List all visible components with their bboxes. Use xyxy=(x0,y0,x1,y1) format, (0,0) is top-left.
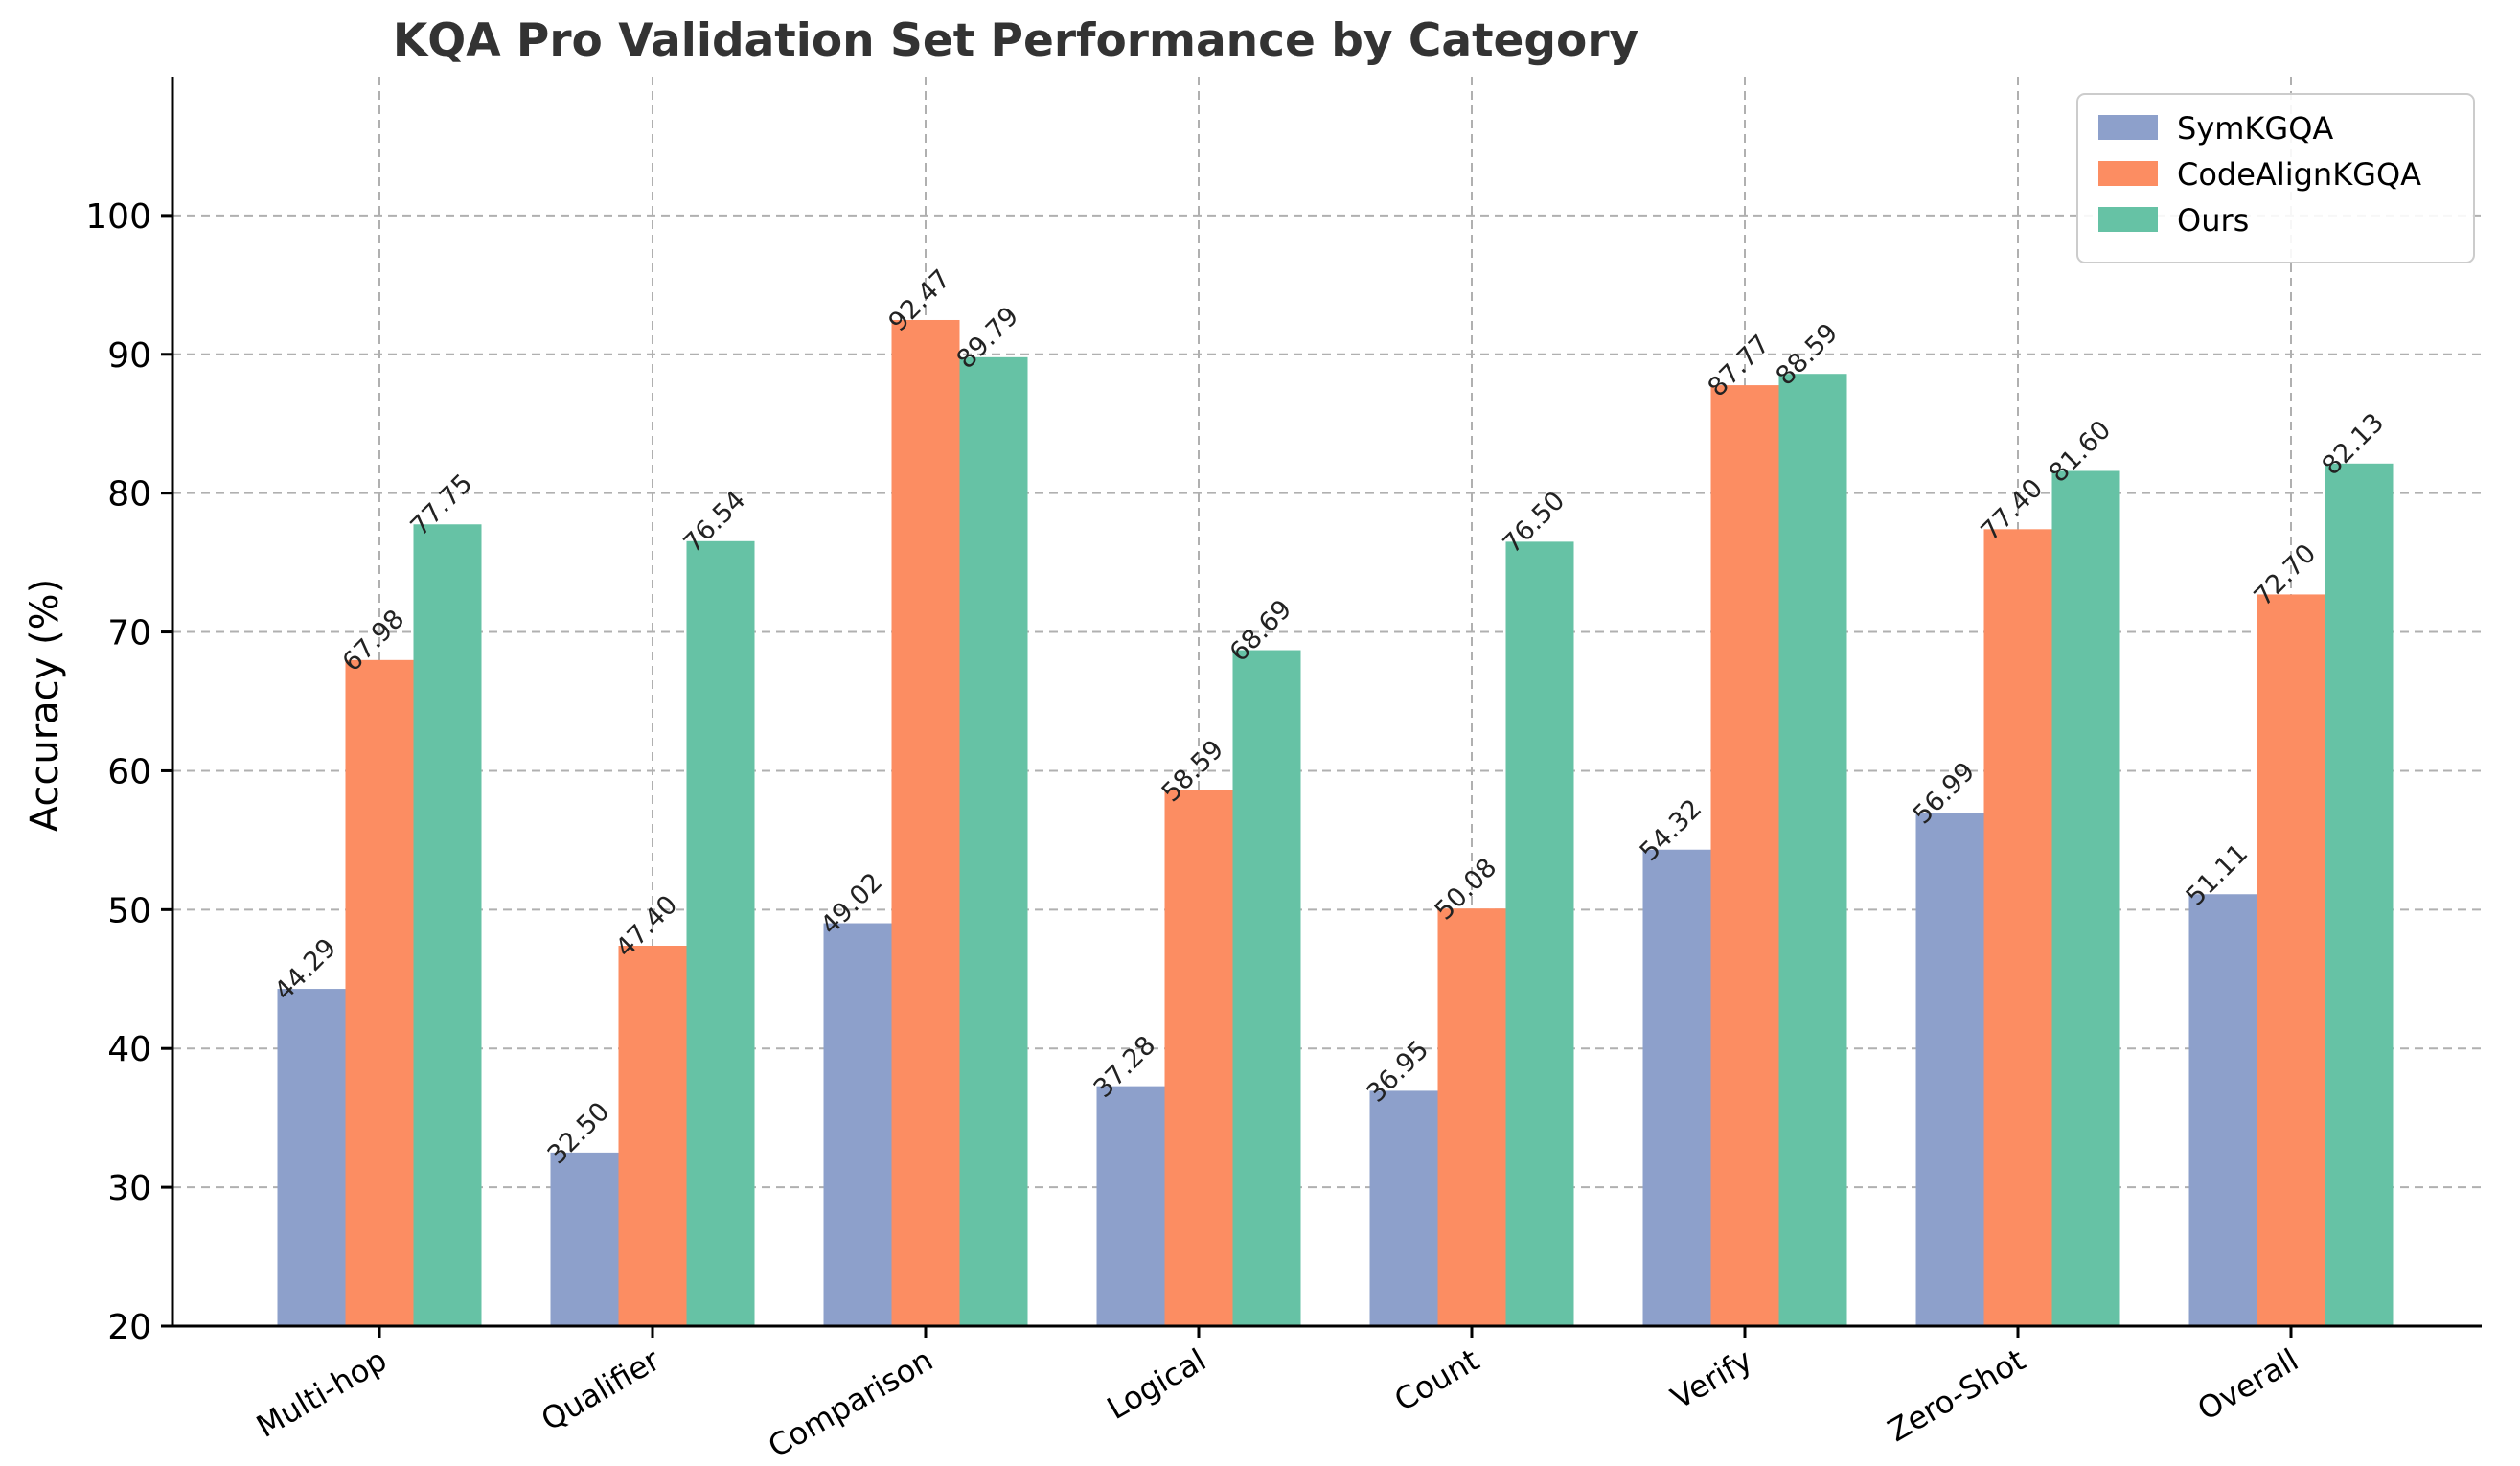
y-tick-label: 20 xyxy=(107,1308,151,1347)
legend-swatch xyxy=(2098,115,2158,140)
bar-symkgqa-qualifier xyxy=(550,1152,619,1326)
y-tick-label: 60 xyxy=(107,752,151,791)
legend-label: Ours xyxy=(2177,202,2249,239)
bar-codealignkgqa-multi-hop xyxy=(345,659,414,1326)
bar-codealignkgqa-comparison xyxy=(891,319,960,1326)
y-tick-label: 80 xyxy=(107,475,151,515)
x-tick-label: Count xyxy=(1388,1341,1485,1418)
bar-symkgqa-count xyxy=(1369,1090,1438,1326)
legend-label: SymKGQA xyxy=(2177,110,2333,147)
bar-codealignkgqa-verify xyxy=(1710,385,1779,1326)
bar-ours-qualifier xyxy=(686,540,755,1326)
bar-symkgqa-verify xyxy=(1642,849,1711,1326)
x-tick-label: Qualifier xyxy=(535,1341,666,1438)
x-tick-label: Verify xyxy=(1664,1341,1758,1416)
grid xyxy=(172,77,2482,1326)
y-tick-label: 30 xyxy=(107,1169,151,1208)
y-tick-label: 90 xyxy=(107,336,151,376)
legend-label: CodeAlignKGQA xyxy=(2177,156,2421,193)
bar-ours-logical xyxy=(1232,650,1301,1326)
bar-codealignkgqa-count xyxy=(1437,908,1506,1326)
bar-symkgqa-overall xyxy=(2188,894,2257,1326)
bar-codealignkgqa-zero-shot xyxy=(1983,529,2052,1326)
y-tick-label: 100 xyxy=(85,197,151,237)
legend-swatch xyxy=(2098,207,2158,232)
bar-ours-overall xyxy=(2325,463,2394,1327)
bar-symkgqa-zero-shot xyxy=(1915,813,1984,1326)
legend-box xyxy=(2076,93,2475,263)
x-tick-label: Multi-hop xyxy=(250,1341,393,1445)
bar-ours-zero-shot xyxy=(2051,470,2120,1326)
bar-symkgqa-comparison xyxy=(823,923,892,1326)
bars xyxy=(277,319,2394,1327)
legend-swatch xyxy=(2098,161,2158,186)
bar-ours-verify xyxy=(1778,374,1847,1326)
bar-symkgqa-multi-hop xyxy=(277,989,346,1326)
bar-ours-multi-hop xyxy=(413,524,482,1326)
y-tick-label: 50 xyxy=(107,891,151,930)
y-tick-label: 40 xyxy=(107,1030,151,1069)
x-tick-label: Logical xyxy=(1101,1341,1212,1427)
x-tick-label: Overall xyxy=(2191,1341,2304,1428)
legend: SymKGQA CodeAlignKGQA Ours xyxy=(2076,93,2475,263)
y-axis-label: Accuracy (%) xyxy=(23,579,67,833)
bar-codealignkgqa-qualifier xyxy=(618,946,687,1326)
bar-ours-comparison xyxy=(959,356,1028,1326)
bar-symkgqa-logical xyxy=(1096,1086,1165,1326)
bar-codealignkgqa-overall xyxy=(2257,594,2325,1326)
y-tick-label: 70 xyxy=(107,614,151,653)
chart-title: KQA Pro Validation Set Performance by Ca… xyxy=(393,14,1638,67)
bar-codealignkgqa-logical xyxy=(1164,790,1233,1326)
x-tick-label: Zero-Shot xyxy=(1882,1341,2031,1449)
bar-ours-count xyxy=(1505,541,1574,1326)
x-tick-label: Comparison xyxy=(762,1341,939,1465)
